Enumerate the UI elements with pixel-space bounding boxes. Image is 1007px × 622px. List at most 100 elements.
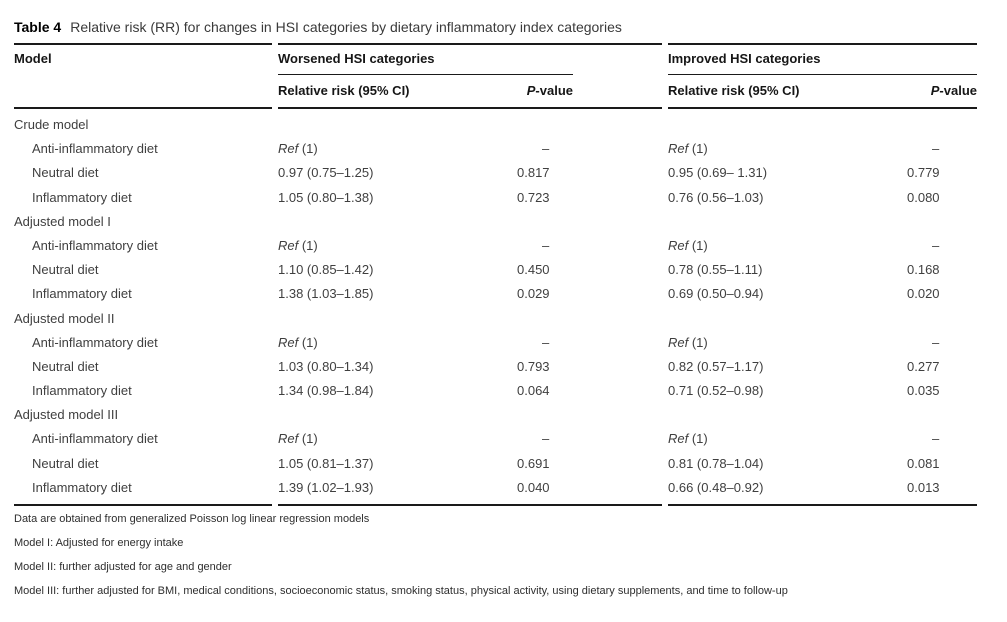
worsened-p-cell: 0.064	[517, 383, 550, 399]
worsened-p-cell: –	[542, 334, 550, 350]
diet-row: Neutral diet 0.97 (0.75–1.25) 0.817 0.95 (0…	[14, 161, 977, 185]
improved-rr-cell	[668, 307, 902, 331]
improved-p-cell: –	[932, 237, 940, 253]
worsened-rr-cell: 1.05 (0.81–1.37)	[278, 455, 374, 471]
worsened-rr-cell: Ref (1)	[278, 237, 318, 253]
row-label: Inflammatory diet	[32, 479, 132, 495]
improved-p-cell: 0.080	[907, 189, 940, 205]
footnote-line: Model I: Adjusted for energy intake	[14, 537, 184, 549]
improved-p-cell: 0.035	[907, 383, 940, 399]
worsened-rr-cell: 1.34 (0.98–1.84)	[278, 383, 374, 399]
worsened-p-cell: 0.450	[517, 262, 550, 278]
row-label: Crude model	[14, 117, 89, 132]
improved-p-cell: 0.013	[907, 479, 940, 495]
improved-rr-cell: 0.82 (0.57–1.17)	[668, 358, 764, 374]
column-header-model: Model	[14, 51, 52, 66]
worsened-p-cell: 0.817	[517, 165, 550, 181]
worsened-p-cell	[512, 403, 668, 427]
table-rule-top	[668, 43, 977, 45]
row-label: Anti-inflammatory diet	[32, 237, 158, 253]
row-label: Adjusted model III	[14, 407, 119, 423]
diet-row: Anti-inflammatory diet Ref (1) – Ref (1) –	[14, 137, 977, 161]
table-rule-bottom	[278, 504, 662, 506]
row-label: Inflammatory diet	[32, 383, 132, 399]
improved-p-cell: 0.168	[907, 262, 940, 278]
footnote-line: Model II: further adjusted for age and g…	[14, 561, 232, 573]
improved-rr-cell	[668, 113, 902, 137]
worsened-rr-cell: 1.38 (1.03–1.85)	[278, 286, 374, 302]
table-rule-top	[278, 43, 662, 45]
model-group-row: Adjusted model II	[14, 307, 977, 331]
worsened-rr-cell: Ref (1)	[278, 141, 318, 157]
improved-rr-cell: 0.71 (0.52–0.98)	[668, 383, 764, 399]
footnote-line: Model III: further adjusted for BMI, med…	[14, 585, 788, 597]
row-label: Anti-inflammatory diet	[32, 334, 158, 350]
worsened-rr-cell: 0.97 (0.75–1.25)	[278, 165, 374, 181]
row-label: Neutral diet	[32, 262, 99, 278]
table-rule-bottom	[14, 504, 272, 506]
improved-p-cell: –	[932, 141, 940, 157]
improved-rr-cell: Ref (1)	[668, 431, 708, 447]
row-label: Adjusted model II	[14, 310, 115, 326]
row-label: Anti-inflammatory diet	[32, 141, 158, 157]
improved-rr-cell: Ref (1)	[668, 334, 708, 350]
worsened-rr-cell	[278, 210, 512, 234]
row-label: Neutral diet	[32, 165, 99, 181]
improved-p-cell	[902, 113, 977, 137]
improved-rr-cell: 0.81 (0.78–1.04)	[668, 455, 764, 471]
table-rule-header-bottom	[278, 107, 662, 109]
worsened-p-cell: –	[542, 431, 550, 447]
diet-row: Inflammatory diet 1.34 (0.98–1.84) 0.064 0.…	[14, 379, 977, 403]
worsened-p-cell: –	[542, 237, 550, 253]
improved-rr-cell	[668, 210, 902, 234]
model-group-row: Adjusted model III	[14, 403, 977, 427]
improved-rr-cell: 0.69 (0.50–0.94)	[668, 286, 764, 302]
improved-p-cell: –	[932, 431, 940, 447]
table-caption-text: Relative risk (RR) for changes in HSI ca…	[70, 19, 622, 35]
diet-row: Anti-inflammatory diet Ref (1) – Ref (1) –	[14, 427, 977, 451]
improved-rr-cell: 0.95 (0.69– 1.31)	[668, 165, 768, 181]
improved-p-cell: 0.277	[907, 358, 940, 374]
worsened-p-cell: 0.040	[517, 479, 550, 495]
diet-row: Neutral diet 1.10 (0.85–1.42) 0.450 0.78 (0…	[14, 258, 977, 282]
footnotes: Data are obtained from generalized Poiss…	[14, 507, 994, 603]
improved-p-cell: –	[932, 334, 940, 350]
worsened-rr-cell: 1.39 (1.02–1.93)	[278, 479, 374, 495]
worsened-rr-cell: 1.03 (0.80–1.34)	[278, 358, 374, 374]
diet-row: Neutral diet 1.03 (0.80–1.34) 0.793 0.82 (0…	[14, 355, 977, 379]
worsened-p-cell: –	[542, 141, 550, 157]
diet-row: Anti-inflammatory diet Ref (1) – Ref (1) –	[14, 234, 977, 258]
table-rule-header-bottom	[14, 107, 272, 109]
diet-row: Inflammatory diet 1.38 (1.03–1.85) 0.029 0.…	[14, 282, 977, 306]
row-label: Anti-inflammatory diet	[32, 431, 158, 447]
worsened-p-cell: 0.793	[517, 358, 550, 374]
diet-row: Anti-inflammatory diet Ref (1) – Ref (1) –	[14, 331, 977, 355]
improved-rr-cell: Ref (1)	[668, 237, 708, 253]
diet-row: Inflammatory diet 1.39 (1.02–1.93) 0.040 0.…	[14, 476, 977, 500]
worsened-p-cell	[512, 307, 668, 331]
improved-p-cell: 0.081	[907, 455, 940, 471]
table-rule-top	[14, 43, 272, 45]
worsened-rr-cell: Ref (1)	[278, 334, 318, 350]
diet-row: Inflammatory diet 1.05 (0.80–1.38) 0.723 0.…	[14, 186, 977, 210]
improved-rr-cell: 0.78 (0.55–1.11)	[668, 262, 763, 278]
row-label: Neutral diet	[32, 358, 99, 374]
improved-p-cell: 0.779	[907, 165, 940, 181]
table-rule-bottom	[668, 504, 977, 506]
improved-p-cell	[902, 307, 977, 331]
improved-rr-cell: Ref (1)	[668, 141, 708, 157]
worsened-rr-cell: 1.10 (0.85–1.42)	[278, 262, 374, 278]
column-group-improved: Improved HSI categories	[668, 51, 821, 66]
improved-p-cell	[902, 210, 977, 234]
worsened-rr-cell: 1.05 (0.80–1.38)	[278, 189, 374, 205]
group-underline-improved	[668, 74, 977, 75]
column-header-worsened-rr: Relative risk (95% CI)	[278, 83, 410, 98]
row-label: Inflammatory diet	[32, 286, 132, 302]
model-group-row: Adjusted model I	[14, 210, 977, 234]
column-header-worsened-p: P-value	[526, 83, 573, 98]
worsened-p-cell	[512, 113, 668, 137]
column-group-worsened: Worsened HSI categories	[278, 51, 435, 66]
footnote-line: Data are obtained from generalized Poiss…	[14, 513, 370, 525]
improved-p-cell: 0.020	[907, 286, 940, 302]
